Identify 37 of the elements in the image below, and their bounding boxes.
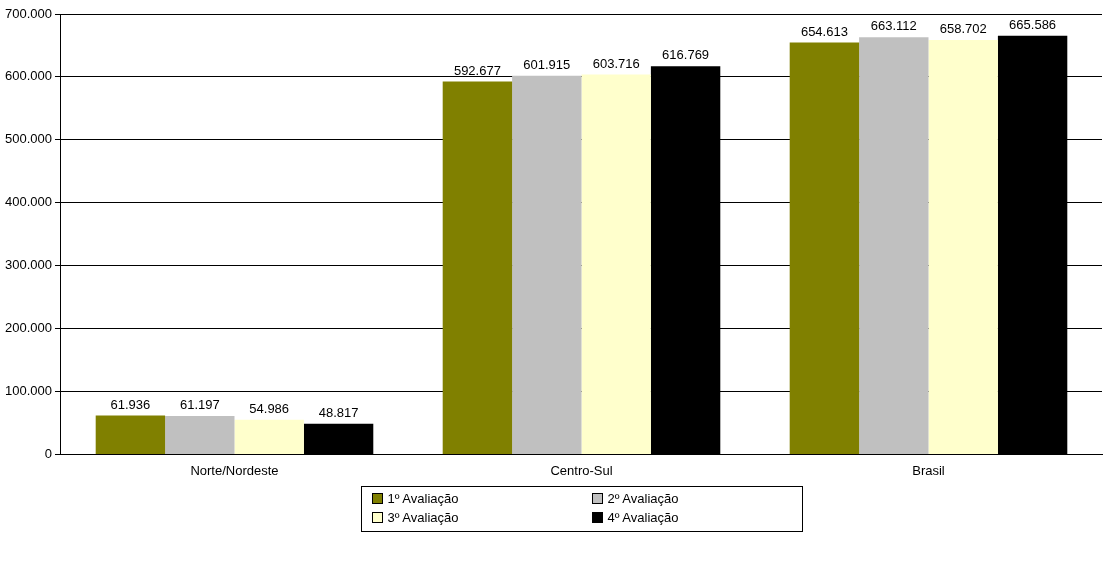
x-tick-label: Centro-Sul bbox=[550, 462, 613, 478]
data-label: 654.613 bbox=[800, 23, 848, 39]
y-tick-label: 700.000 bbox=[4, 5, 52, 21]
y-tick-label: 300.000 bbox=[4, 257, 52, 273]
x-tick-label: Norte/Nordeste bbox=[190, 462, 279, 478]
bar bbox=[303, 423, 374, 454]
bar bbox=[95, 415, 166, 454]
bar bbox=[928, 39, 998, 454]
data-label: 665.586 bbox=[1009, 16, 1057, 32]
legend-label: 1º Avaliação bbox=[387, 491, 459, 507]
y-tick-label: 0 bbox=[44, 445, 52, 461]
bar bbox=[581, 74, 651, 454]
bar bbox=[442, 81, 513, 454]
data-label: 61.197 bbox=[179, 396, 220, 412]
bar bbox=[512, 75, 582, 454]
bar bbox=[859, 37, 929, 454]
y-tick-label: 200.000 bbox=[4, 320, 52, 336]
y-tick-label: 600.000 bbox=[4, 68, 52, 84]
data-label: 601.915 bbox=[523, 56, 571, 72]
data-label: 61.936 bbox=[110, 396, 151, 412]
legend-label: 2º Avaliação bbox=[607, 491, 679, 507]
y-tick-label: 100.000 bbox=[4, 383, 52, 399]
bar bbox=[234, 419, 304, 454]
legend-label: 4º Avaliação bbox=[607, 510, 679, 526]
data-label: 592.677 bbox=[453, 62, 501, 78]
bar bbox=[165, 415, 235, 454]
data-label: 658.702 bbox=[939, 21, 987, 37]
y-tick-label: 400.000 bbox=[4, 194, 52, 210]
data-label: 603.716 bbox=[592, 55, 640, 71]
data-label: 48.817 bbox=[318, 404, 359, 420]
y-tick-label: 500.000 bbox=[4, 131, 52, 147]
data-label: 616.769 bbox=[662, 47, 710, 63]
data-label: 54.986 bbox=[249, 400, 290, 416]
x-tick-label: Brasil bbox=[912, 462, 945, 478]
data-label: 663.112 bbox=[870, 18, 917, 34]
legend-label: 3º Avaliação bbox=[387, 510, 459, 526]
bar bbox=[789, 42, 860, 454]
